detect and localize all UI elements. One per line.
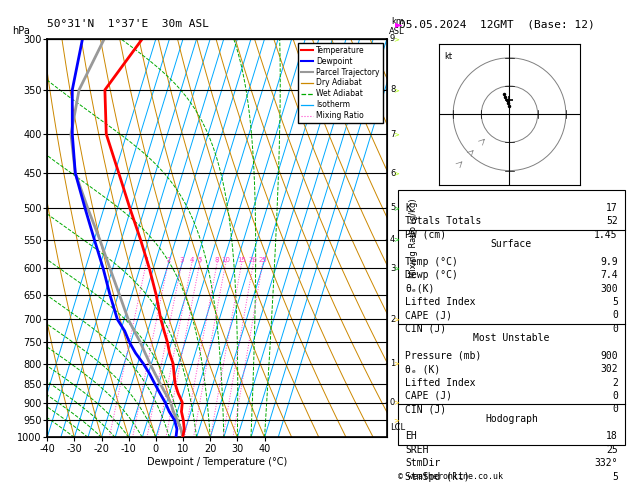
Text: 1: 1 (144, 257, 148, 263)
Text: >: > (393, 36, 399, 42)
Text: 50°31'N  1°37'E  30m ASL: 50°31'N 1°37'E 30m ASL (47, 19, 209, 29)
Text: 5: 5 (612, 297, 618, 307)
Text: SREH: SREH (405, 445, 428, 455)
Text: 2: 2 (166, 257, 170, 263)
Text: 25: 25 (606, 445, 618, 455)
Text: © weatheronline.co.uk: © weatheronline.co.uk (398, 472, 503, 481)
Text: StmSpd (kt): StmSpd (kt) (405, 471, 470, 482)
Text: 10: 10 (221, 257, 230, 263)
Text: 18: 18 (606, 431, 618, 441)
Text: 5: 5 (390, 204, 395, 212)
Text: 332°: 332° (594, 458, 618, 468)
Text: >: > (393, 87, 399, 93)
Text: K: K (405, 203, 411, 213)
Text: Hodograph: Hodograph (485, 414, 538, 424)
Text: 5: 5 (612, 471, 618, 482)
Text: >: > (393, 170, 399, 176)
Text: 52: 52 (606, 216, 618, 226)
Text: θₑ(K): θₑ(K) (405, 283, 435, 294)
Text: km
ASL: km ASL (389, 17, 404, 36)
Text: hPa: hPa (13, 26, 30, 36)
Text: 0: 0 (612, 311, 618, 320)
Text: EH: EH (405, 431, 416, 441)
Text: >: > (393, 205, 399, 211)
Text: StmDir: StmDir (405, 458, 440, 468)
X-axis label: Dewpoint / Temperature (°C): Dewpoint / Temperature (°C) (147, 457, 287, 467)
Text: 5: 5 (198, 257, 202, 263)
Text: 0: 0 (612, 391, 618, 401)
Text: >: > (393, 265, 399, 271)
Text: 0: 0 (390, 398, 395, 407)
Text: Most Unstable: Most Unstable (473, 333, 550, 343)
Text: Temp (°C): Temp (°C) (405, 257, 458, 267)
Text: >: > (393, 361, 399, 366)
Text: Lifted Index: Lifted Index (405, 378, 476, 387)
Text: 05.05.2024  12GMT  (Base: 12): 05.05.2024 12GMT (Base: 12) (399, 19, 595, 29)
Text: Surface: Surface (491, 239, 532, 249)
Text: LCL: LCL (390, 423, 405, 432)
Text: 1: 1 (390, 359, 395, 368)
Text: 3: 3 (390, 264, 396, 273)
Text: CIN (J): CIN (J) (405, 404, 446, 415)
Text: 302: 302 (600, 364, 618, 374)
Text: 1.45: 1.45 (594, 230, 618, 240)
Text: ►: ► (395, 19, 403, 29)
Text: 9: 9 (390, 35, 395, 43)
Text: 25: 25 (259, 257, 267, 263)
Text: Dewp (°C): Dewp (°C) (405, 270, 458, 280)
Text: 0: 0 (612, 404, 618, 415)
Text: 7: 7 (390, 130, 396, 139)
Text: 8: 8 (390, 86, 396, 94)
Text: 8: 8 (215, 257, 220, 263)
Text: kt: kt (445, 52, 453, 61)
Text: Lifted Index: Lifted Index (405, 297, 476, 307)
Text: CAPE (J): CAPE (J) (405, 391, 452, 401)
Text: 4: 4 (190, 257, 194, 263)
Legend: Temperature, Dewpoint, Parcel Trajectory, Dry Adiabat, Wet Adiabat, Isotherm, Mi: Temperature, Dewpoint, Parcel Trajectory… (298, 43, 383, 123)
Text: 6: 6 (390, 169, 396, 177)
Text: 15: 15 (237, 257, 246, 263)
Text: 7.4: 7.4 (600, 270, 618, 280)
Text: >: > (393, 316, 399, 322)
Text: 9.9: 9.9 (600, 257, 618, 267)
Text: 17: 17 (606, 203, 618, 213)
Text: 4: 4 (390, 235, 395, 244)
Text: θₑ (K): θₑ (K) (405, 364, 440, 374)
Text: 20: 20 (249, 257, 258, 263)
Text: >: > (393, 399, 399, 405)
Text: PW (cm): PW (cm) (405, 230, 446, 240)
Text: >: > (393, 417, 399, 423)
Text: Mixing Ratio (g/kg): Mixing Ratio (g/kg) (409, 198, 418, 278)
Text: 0: 0 (612, 324, 618, 334)
Text: CIN (J): CIN (J) (405, 324, 446, 334)
Text: 900: 900 (600, 351, 618, 361)
Text: 3: 3 (180, 257, 184, 263)
Text: >: > (393, 237, 399, 243)
Text: Pressure (mb): Pressure (mb) (405, 351, 481, 361)
Text: CAPE (J): CAPE (J) (405, 311, 452, 320)
Text: Totals Totals: Totals Totals (405, 216, 481, 226)
Text: >: > (393, 131, 399, 137)
Text: 2: 2 (612, 378, 618, 387)
Text: 2: 2 (390, 315, 395, 324)
Text: 300: 300 (600, 283, 618, 294)
